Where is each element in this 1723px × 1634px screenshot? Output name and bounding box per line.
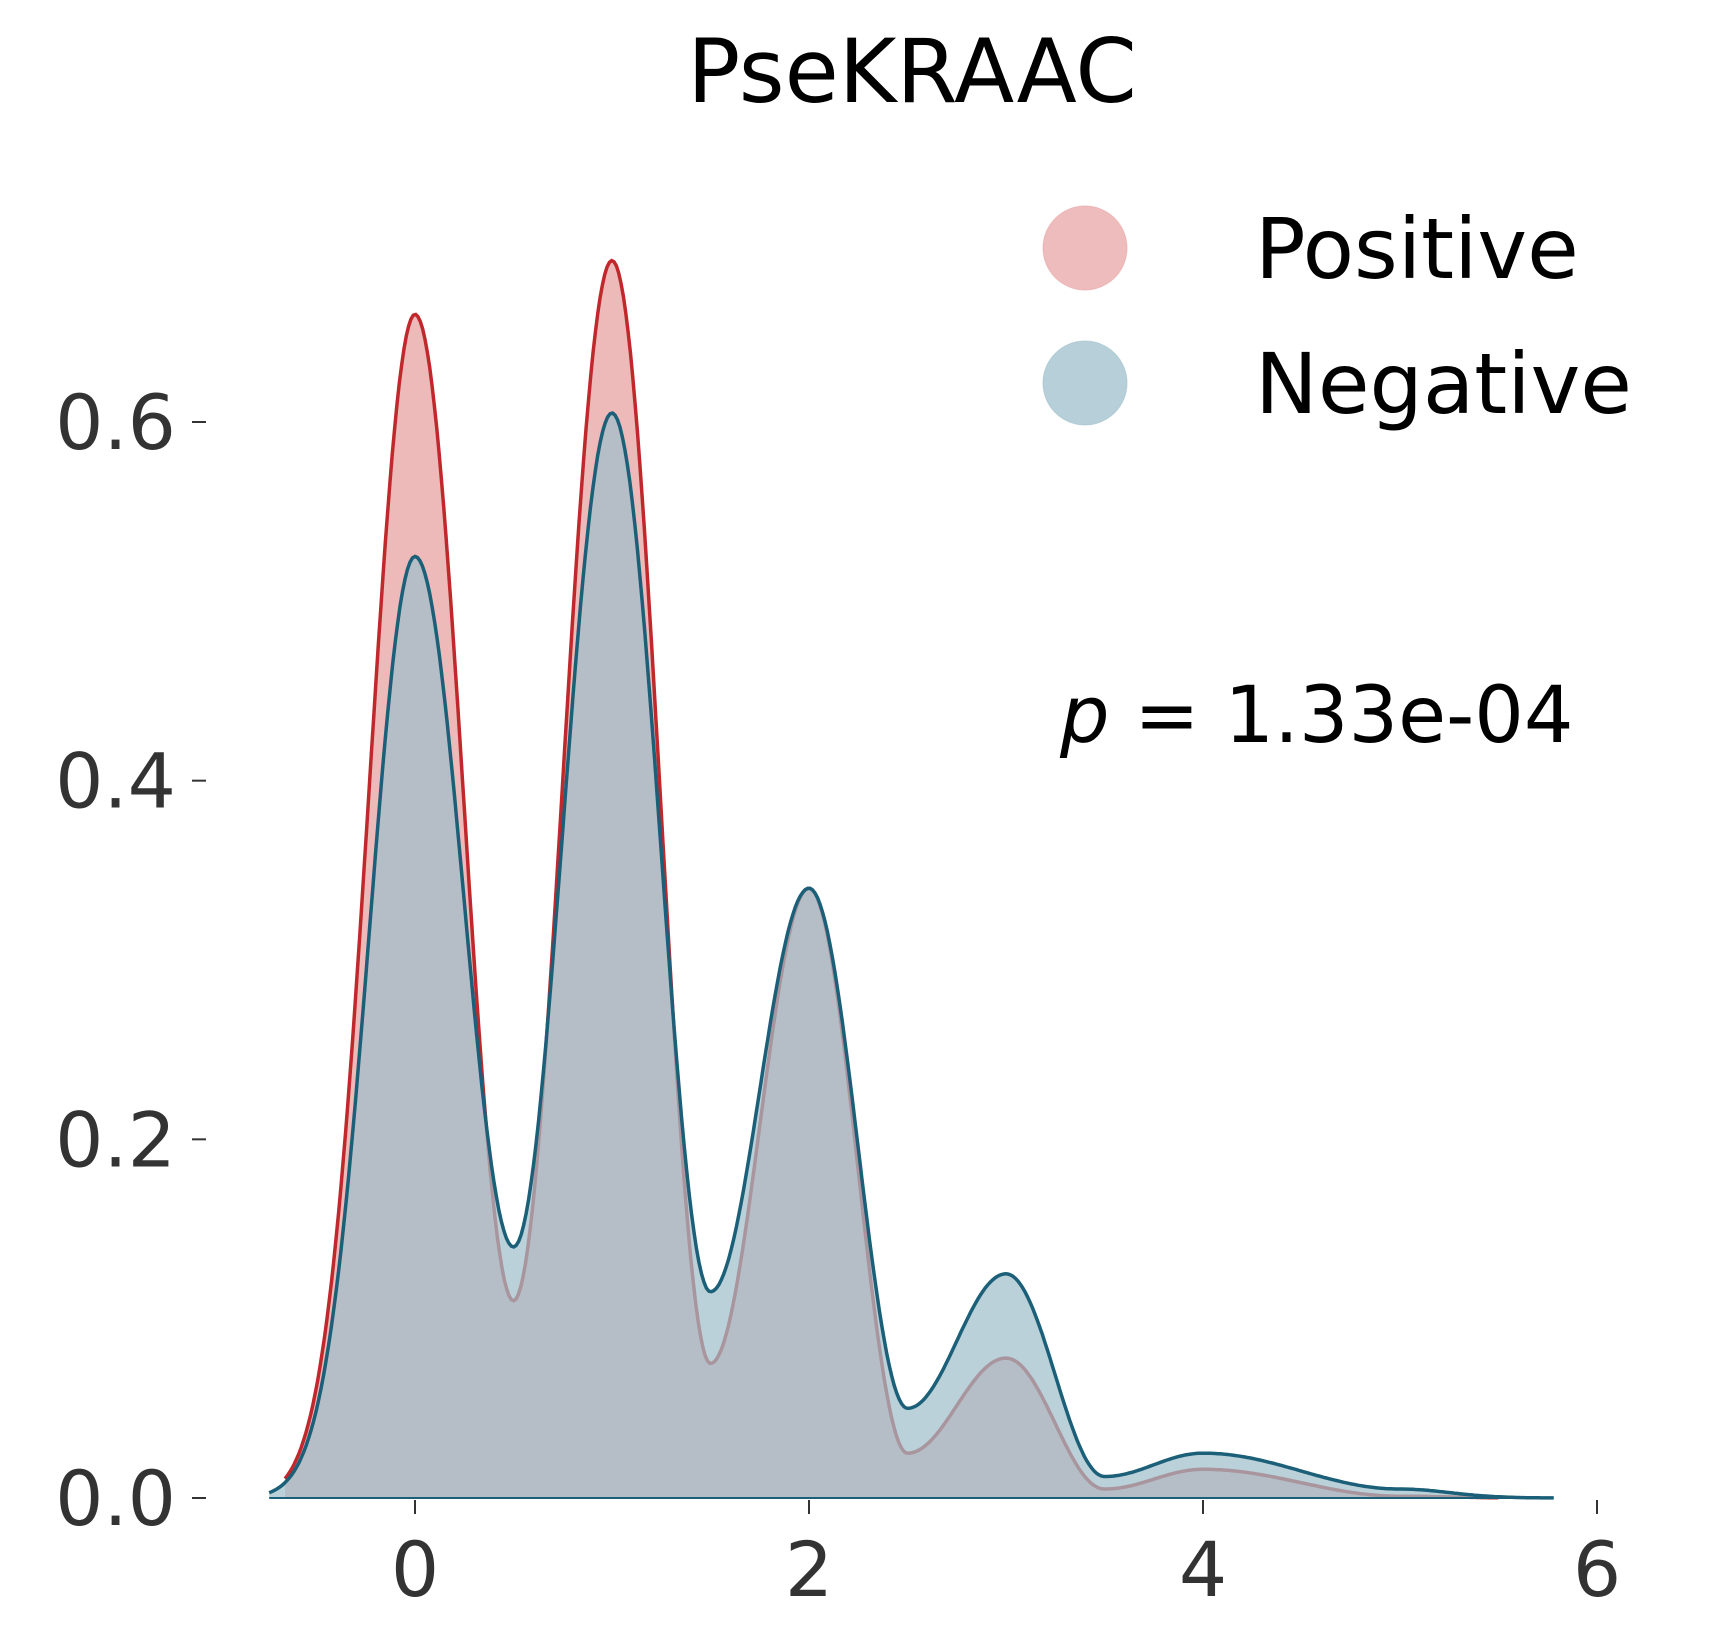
p-value-text: = 1.33e-04 xyxy=(1110,671,1574,761)
y-tick-label: 0.6 xyxy=(55,378,176,467)
plot-area xyxy=(268,258,1554,1500)
legend: Positive Negative xyxy=(1042,200,1632,433)
x-tick-label: 6 xyxy=(1573,1525,1621,1614)
y-tick-label: 0.2 xyxy=(55,1095,176,1184)
y-tick-label: 0.4 xyxy=(55,737,176,826)
x-tick-label: 4 xyxy=(1179,1525,1227,1614)
y-axis: 0.0 0.2 0.4 0.6 xyxy=(55,378,206,1543)
legend-label-negative: Negative xyxy=(1255,335,1632,433)
x-tick-label: 0 xyxy=(391,1525,439,1614)
density-area-negative xyxy=(269,413,1554,1499)
y-tick-label: 0.0 xyxy=(55,1454,176,1543)
legend-marker-positive xyxy=(1042,205,1128,291)
p-symbol: p xyxy=(1059,671,1110,761)
chart-title: PseKRAAC xyxy=(687,20,1137,123)
x-tick-label: 2 xyxy=(785,1525,833,1614)
p-value-annotation: p = 1.33e-04 xyxy=(1059,671,1574,761)
x-axis: 0 2 4 6 xyxy=(391,1500,1621,1614)
legend-marker-negative xyxy=(1042,340,1128,426)
legend-label-positive: Positive xyxy=(1255,200,1579,298)
density-line-negative xyxy=(268,411,1554,1500)
